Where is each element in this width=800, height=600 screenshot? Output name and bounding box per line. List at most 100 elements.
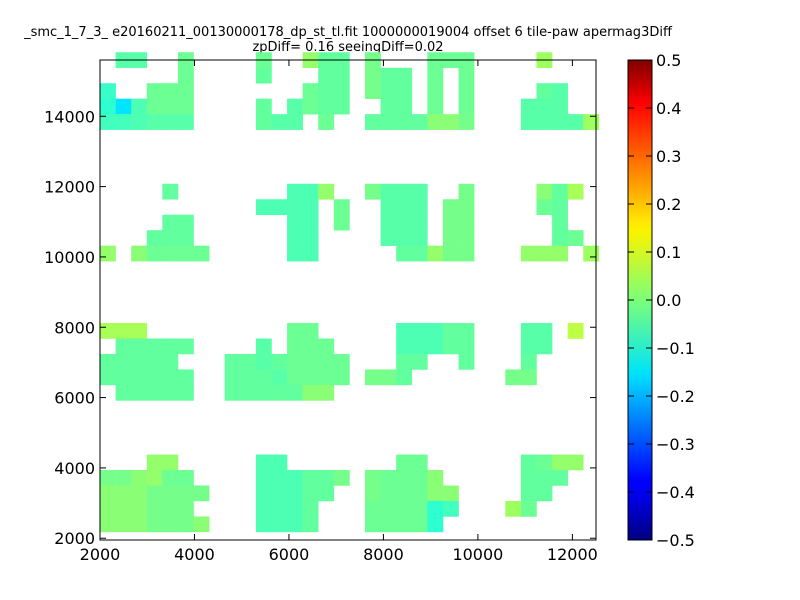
heatmap-cell — [162, 83, 179, 99]
heatmap-cell — [567, 454, 584, 471]
heatmap-cell — [162, 384, 179, 401]
heatmap-cell — [146, 454, 163, 471]
heatmap-cell — [162, 214, 179, 231]
heatmap-cell — [365, 183, 381, 200]
heatmap-cell — [302, 230, 319, 246]
heatmap-cell — [115, 353, 132, 370]
heatmap-cell — [177, 83, 194, 99]
heatmap-cell — [177, 470, 194, 486]
heatmap-cell — [131, 384, 148, 401]
heatmap-cell — [162, 230, 179, 246]
heatmap-cell — [411, 323, 428, 339]
heatmap-cell — [271, 485, 288, 502]
heatmap-cell — [458, 83, 475, 99]
heatmap-cell — [380, 83, 397, 99]
heatmap-cell — [177, 214, 194, 231]
heatmap-cell — [255, 98, 272, 115]
heatmap-cell — [146, 516, 163, 533]
heatmap-cell — [411, 230, 428, 246]
heatmap-cell — [318, 369, 335, 386]
heatmap-cell — [177, 369, 194, 386]
heatmap-cell — [520, 485, 537, 502]
heatmap-cell — [365, 470, 381, 486]
heatmap-cell — [287, 338, 303, 355]
heatmap-cell — [458, 199, 475, 216]
heatmap-cell — [583, 114, 600, 130]
colorbar-tick-label: 0.4 — [656, 99, 681, 118]
heatmap-cell — [458, 353, 475, 370]
heatmap-cell — [318, 485, 335, 502]
heatmap-cell — [177, 230, 194, 246]
heatmap-cell — [115, 485, 132, 502]
heatmap-cell — [520, 369, 537, 386]
heatmap-cell — [442, 500, 459, 517]
heatmap-cell — [505, 369, 522, 386]
heatmap-cell — [536, 338, 553, 355]
heatmap-cell — [333, 67, 350, 84]
heatmap-cell — [365, 114, 381, 130]
heatmap-cell — [302, 214, 319, 231]
heatmap-cell — [162, 183, 179, 200]
heatmap-cell — [536, 114, 553, 130]
heatmap-cell — [396, 199, 413, 216]
heatmap-cell — [411, 454, 428, 471]
heatmap-cell — [536, 98, 553, 115]
heatmap-cell — [380, 214, 397, 231]
heatmap-cell — [177, 516, 194, 533]
heatmap-cell — [396, 83, 413, 99]
heatmap-cell — [396, 485, 413, 502]
heatmap-cells — [100, 52, 600, 533]
heatmap-cell — [380, 67, 397, 84]
heatmap-cell — [442, 323, 459, 339]
heatmap-cell — [520, 338, 537, 355]
heatmap-cell — [287, 485, 303, 502]
x-axis: 2000 4000 6000 8000 10000 12000 — [80, 60, 598, 564]
heatmap-cell — [240, 353, 257, 370]
y-tick-label: 10000 — [44, 248, 95, 267]
heatmap-cell — [458, 338, 475, 355]
heatmap-cell — [427, 98, 444, 115]
colorbar-tick-label: −0.5 — [656, 531, 695, 550]
heatmap-cell — [411, 485, 428, 502]
y-tick-label: 12000 — [44, 178, 95, 197]
heatmap-cell — [302, 485, 319, 502]
x-tick-label: 8000 — [363, 545, 404, 564]
heatmap-cell — [115, 384, 132, 401]
x-tick-label: 10000 — [452, 545, 503, 564]
heatmap-cell — [146, 114, 163, 130]
heatmap-cell — [162, 245, 179, 262]
heatmap-cell — [411, 199, 428, 216]
heatmap-cell — [287, 199, 303, 216]
heatmap-cell — [365, 83, 381, 99]
heatmap-cell — [427, 67, 444, 84]
heatmap-cell — [115, 323, 132, 339]
heatmap-cell — [396, 230, 413, 246]
heatmap-cell — [302, 183, 319, 200]
heatmap-cell — [458, 98, 475, 115]
heatmap-cell — [365, 485, 381, 502]
heatmap-cell — [100, 245, 116, 262]
heatmap-cell — [302, 369, 319, 386]
heatmap-cell — [131, 98, 148, 115]
heatmap-cell — [193, 485, 210, 502]
heatmap-cell — [442, 114, 459, 130]
heatmap-cell — [318, 470, 335, 486]
heatmap-cell — [583, 245, 600, 262]
heatmap-cell — [255, 454, 272, 471]
y-tick-label: 14000 — [44, 107, 95, 126]
heatmap-cell — [318, 384, 335, 401]
heatmap-cell — [365, 500, 381, 517]
heatmap-cell — [302, 500, 319, 517]
heatmap-cell — [287, 500, 303, 517]
heatmap-cell — [271, 369, 288, 386]
heatmap-cell — [271, 516, 288, 533]
heatmap-cell — [442, 485, 459, 502]
heatmap-cell — [442, 230, 459, 246]
heatmap-cell — [396, 369, 413, 386]
colorbar-tick-label: 0.1 — [656, 243, 681, 262]
heatmap-cell — [162, 500, 179, 517]
heatmap-cell — [396, 500, 413, 517]
heatmap-cell — [442, 338, 459, 355]
heatmap-cell — [411, 470, 428, 486]
